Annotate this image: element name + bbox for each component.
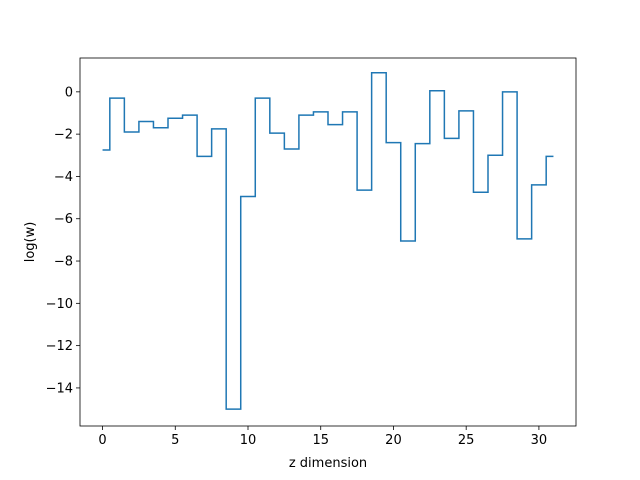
y-tick-label: −4 [54, 170, 73, 185]
x-tick-label: 25 [458, 433, 475, 448]
plot-area-border [79, 57, 577, 427]
series-line [102, 72, 554, 410]
y-tick-label: −2 [54, 128, 73, 143]
y-tick-label: −6 [54, 212, 73, 227]
x-tick-label: 20 [385, 433, 402, 448]
x-axis-label: z dimension [289, 456, 367, 471]
x-tick-label: 5 [171, 433, 179, 448]
y-axis-label: log(w) [23, 222, 38, 263]
x-tick-label: 10 [240, 433, 257, 448]
x-tick-label: 15 [312, 433, 329, 448]
y-axis-ticks: 0 −2 −4 −6 −8 −10 −12 −14 [46, 85, 80, 396]
y-tick-label: −14 [46, 381, 73, 396]
series-layer [102, 72, 554, 410]
y-tick-label: −12 [46, 339, 73, 354]
y-tick-label: 0 [65, 85, 73, 100]
plot-frame [79, 57, 577, 427]
y-tick-label: −8 [54, 255, 73, 270]
x-tick-label: 0 [98, 433, 106, 448]
x-tick-label: 30 [531, 433, 548, 448]
x-axis-ticks: 0 5 10 15 20 25 30 [98, 426, 547, 448]
y-tick-label: −10 [46, 297, 73, 312]
